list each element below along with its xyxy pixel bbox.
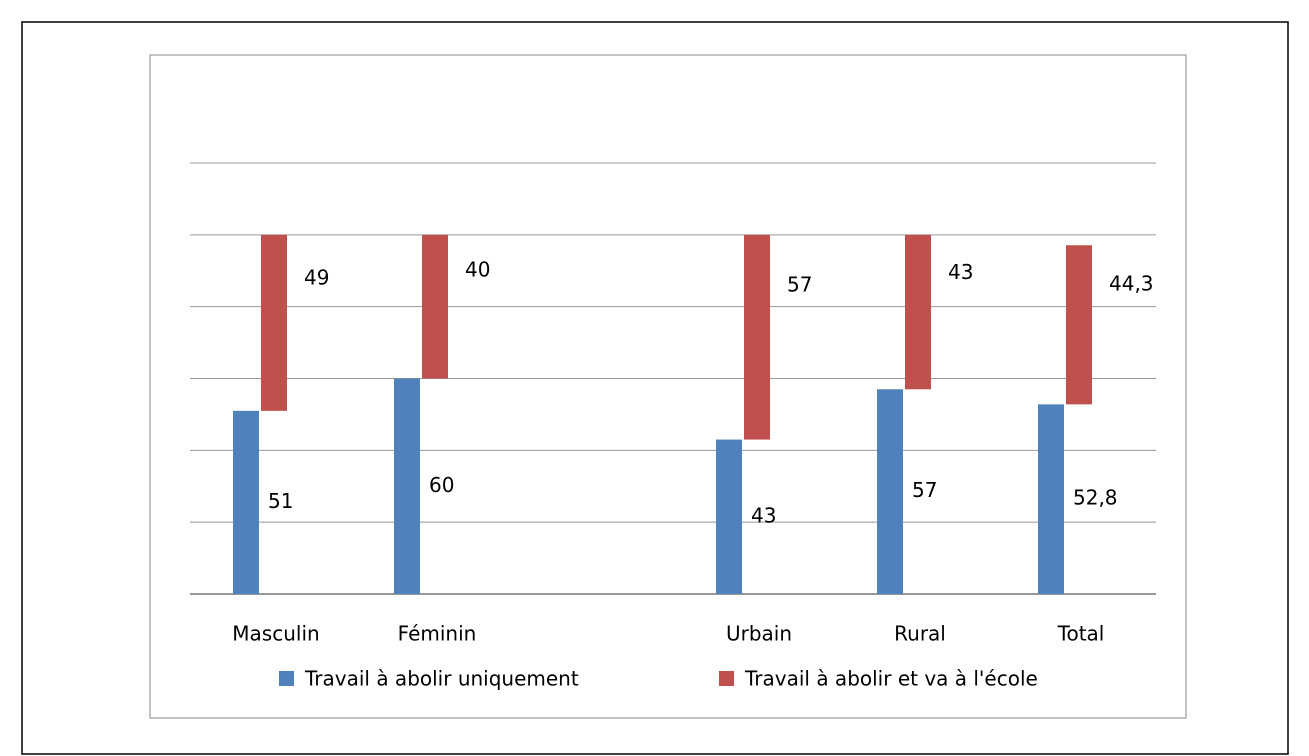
bar-segment (877, 389, 903, 594)
bar-segment (905, 234, 931, 390)
value-label: 40 (465, 257, 490, 281)
bar-segment (744, 234, 770, 440)
x-tick-label: Total (1057, 622, 1105, 646)
chart-frame (149, 54, 1187, 719)
x-tick-label: Masculin (232, 622, 319, 646)
bar-segment (261, 234, 287, 411)
value-label: 43 (751, 503, 776, 527)
value-label: 51 (268, 489, 293, 513)
x-tick-label: Féminin (398, 622, 477, 646)
legend-label: Travail à abolir et va à l'école (744, 667, 1038, 691)
bar-segment (422, 234, 448, 379)
bar-segment (394, 378, 420, 594)
x-tick-label: Rural (894, 622, 946, 646)
page-frame (21, 21, 1289, 755)
value-label: 57 (912, 478, 937, 502)
legend-label: Travail à abolir uniquement (304, 667, 579, 691)
value-label: 60 (429, 473, 454, 497)
legend-swatch (279, 671, 294, 686)
value-label: 49 (304, 265, 329, 289)
bar-segment (716, 439, 742, 594)
bar-segment (1066, 245, 1092, 405)
value-label: 52,8 (1073, 486, 1118, 510)
value-label: 44,3 (1109, 272, 1154, 296)
x-tick-label: Urbain (726, 622, 792, 646)
bar-segment (1038, 404, 1064, 594)
value-label: 43 (948, 260, 973, 284)
legend-swatch (719, 671, 734, 686)
value-label: 57 (787, 273, 812, 297)
bar-segment (233, 410, 259, 594)
